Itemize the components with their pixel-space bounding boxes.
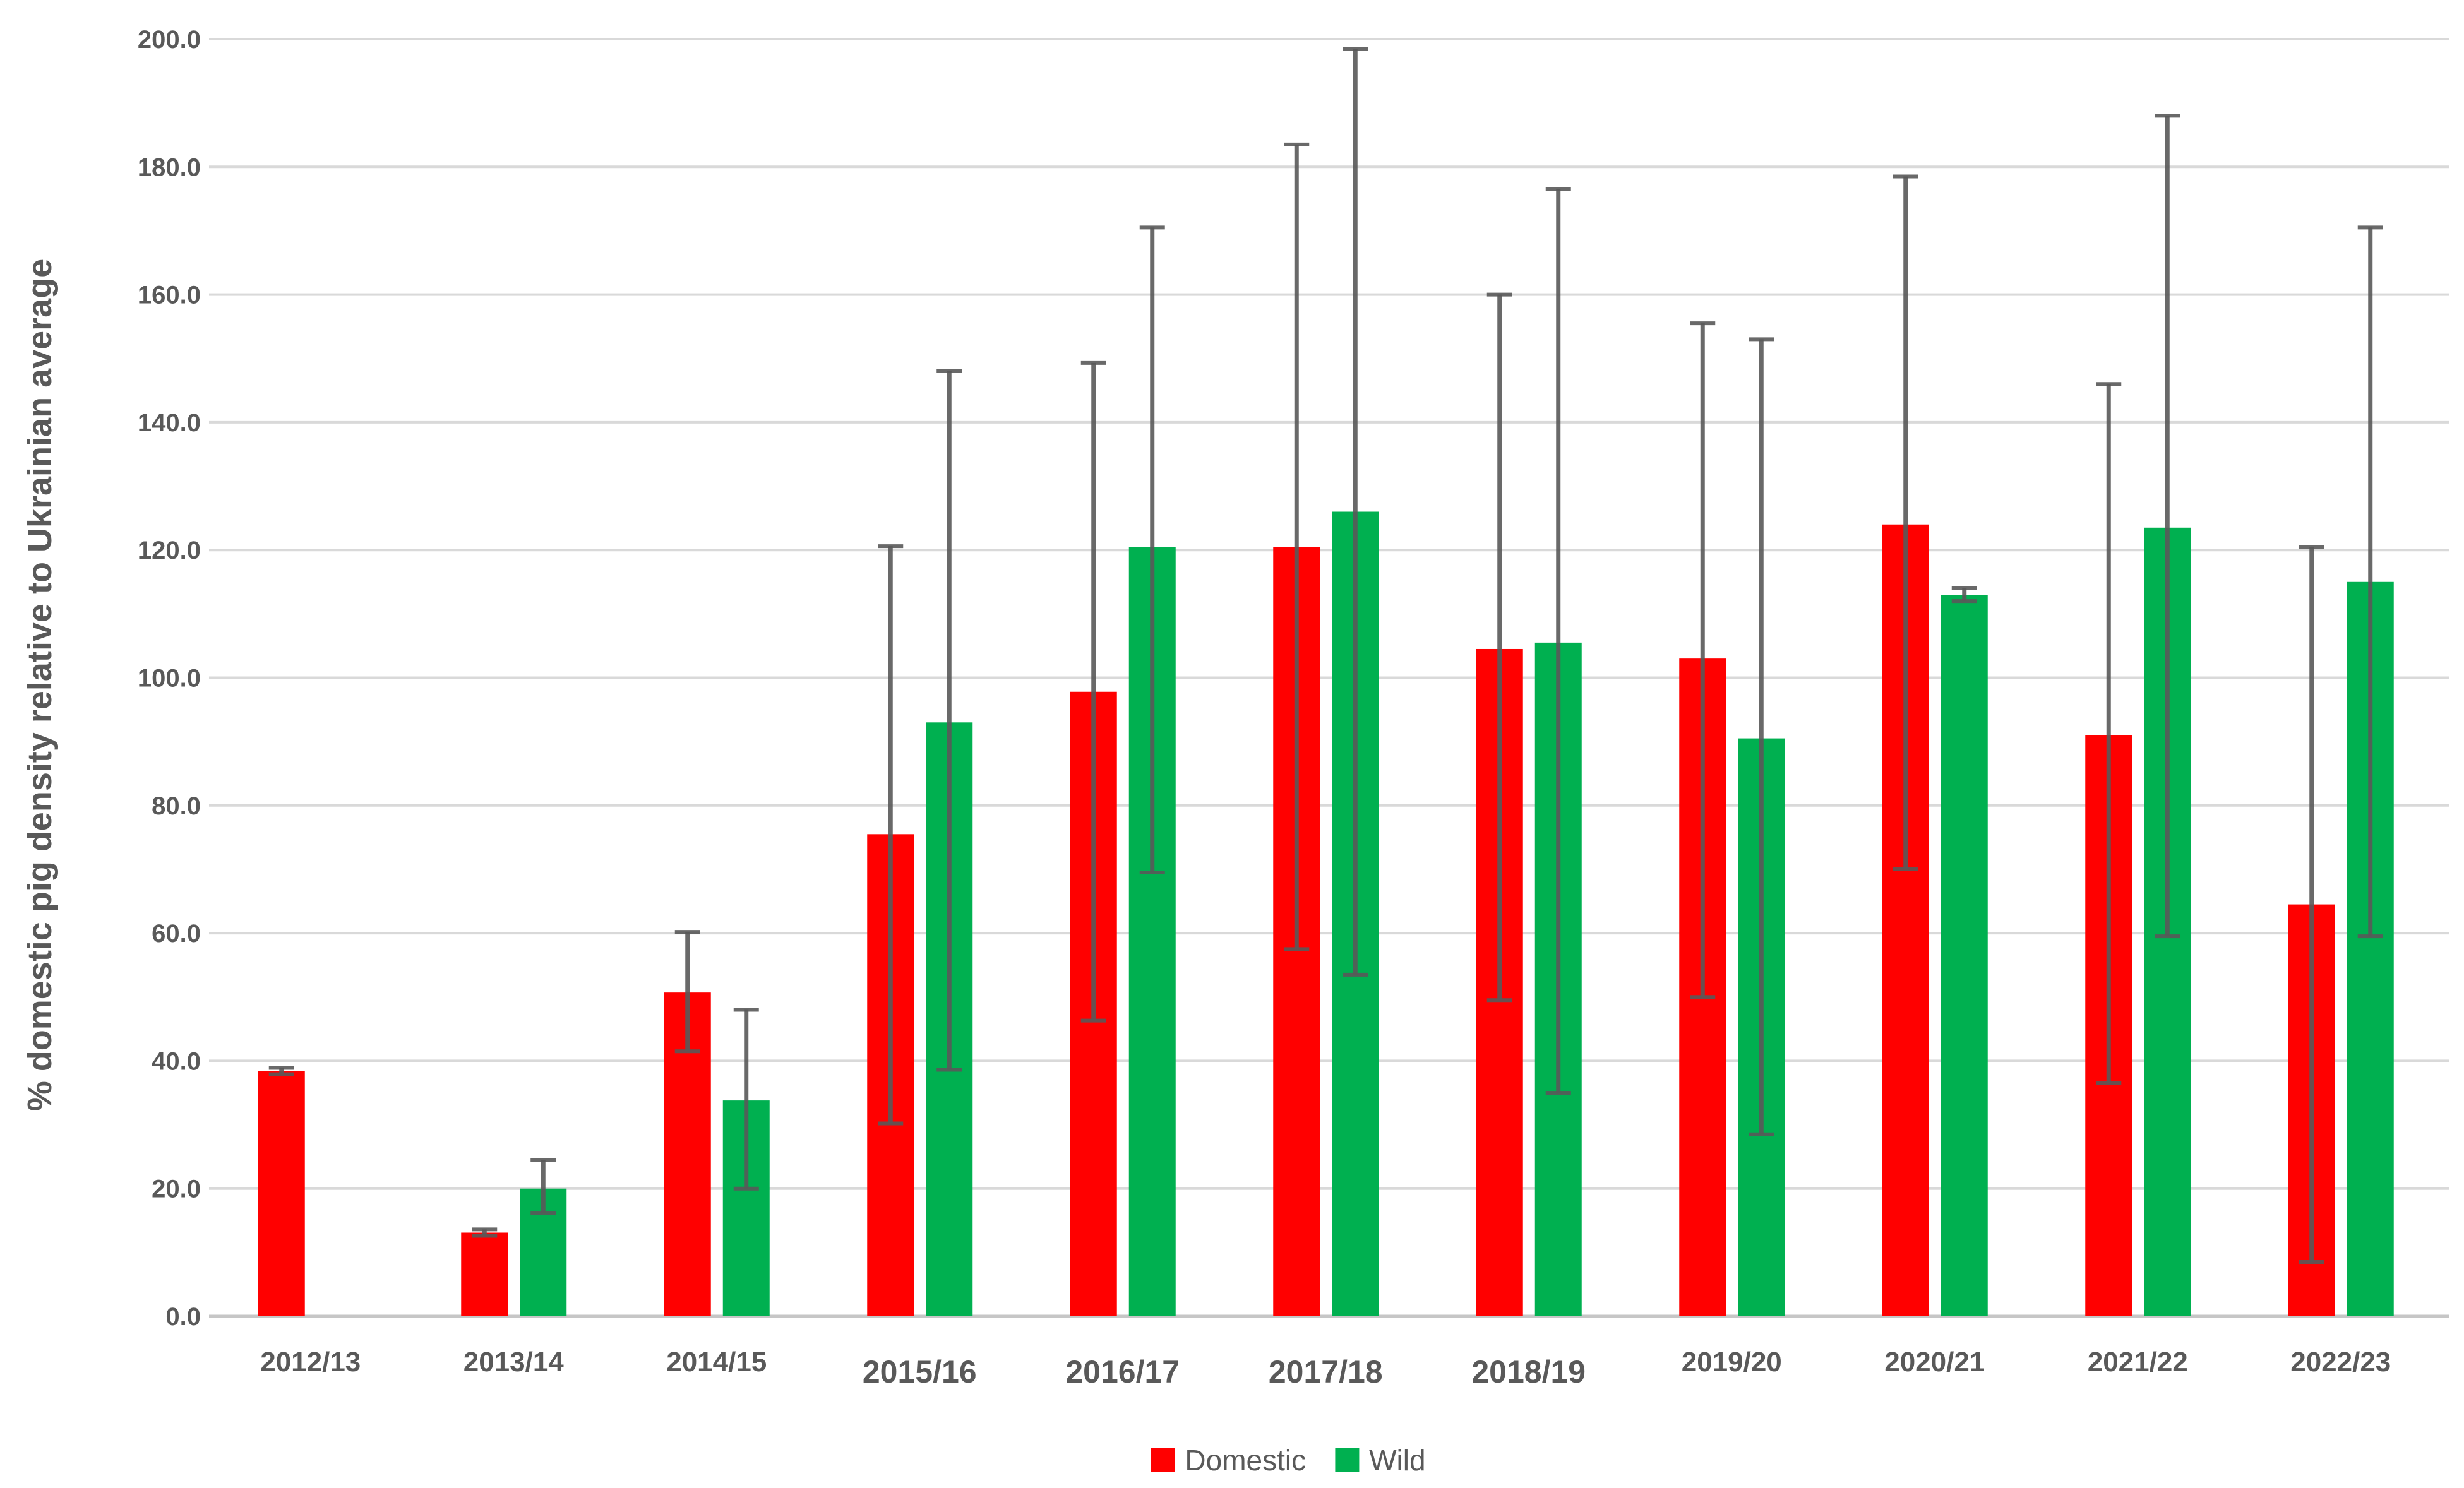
legend-label-wild: Wild [1369, 1444, 1426, 1477]
y-tick-label: 160.0 [138, 282, 201, 309]
y-tick-label: 120.0 [138, 537, 201, 564]
y-tick-label: 60.0 [152, 920, 201, 948]
y-tick-label: 140.0 [138, 409, 201, 437]
x-axis-label: 2022/23 [2290, 1347, 2391, 1378]
x-axis-label: 2020/21 [1884, 1347, 1985, 1378]
x-axis-label: 2016/17 [1065, 1354, 1180, 1390]
y-tick-label: 100.0 [138, 665, 201, 693]
y-tick-label: 20.0 [152, 1176, 201, 1203]
domestic-swatch-icon [1151, 1448, 1175, 1472]
x-axis-label: 2021/22 [2088, 1347, 2188, 1378]
wild-swatch-icon [1335, 1448, 1360, 1472]
x-axis-label: 2018/19 [1471, 1354, 1586, 1390]
x-axis-label: 2013/14 [463, 1347, 565, 1378]
x-axis-label: 2012/13 [260, 1347, 361, 1378]
y-tick-label: 40.0 [152, 1047, 201, 1075]
y-tick-label: 0.0 [165, 1303, 201, 1331]
bar-wild [1941, 595, 1988, 1316]
bar-domestic [258, 1071, 305, 1316]
legend: Domestic Wild [1151, 1444, 1426, 1477]
y-tick-label: 180.0 [138, 153, 201, 181]
x-axis-label: 2017/18 [1269, 1354, 1383, 1390]
x-axis-label: 2015/16 [863, 1354, 977, 1390]
y-axis-title: % domestic pig density relative to Ukrai… [21, 258, 59, 1112]
x-axis-label: 2019/20 [1682, 1347, 1782, 1378]
legend-label-domestic: Domestic [1185, 1444, 1307, 1477]
legend-item-wild: Wild [1335, 1444, 1426, 1477]
x-axis-label: 2014/15 [666, 1347, 767, 1378]
y-tick-label: 80.0 [152, 792, 201, 820]
bar-domestic [461, 1232, 508, 1316]
legend-item-domestic: Domestic [1151, 1446, 1306, 1475]
y-tick-label: 200.0 [138, 26, 201, 54]
